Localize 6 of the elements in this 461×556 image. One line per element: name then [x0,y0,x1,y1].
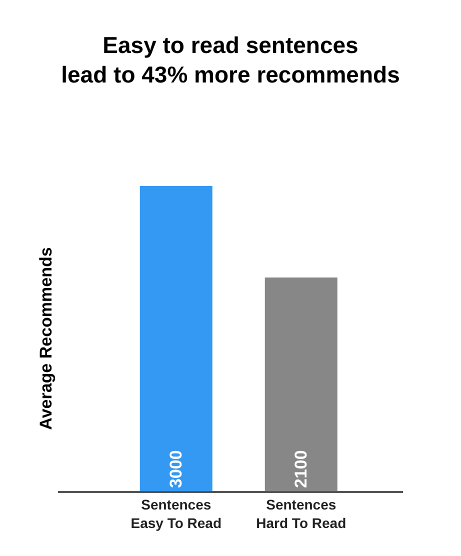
chart-title: Easy to read sentences lead to 43% more recommends [61,32,400,88]
x-tick-label: Sentences Easy To Read [130,496,222,531]
y-axis-title: Average Recommends [36,247,56,430]
x-tick-label: Sentences Hard To Read [256,496,346,531]
data-label: 2100 [292,450,311,488]
data-label: 3000 [166,450,186,488]
